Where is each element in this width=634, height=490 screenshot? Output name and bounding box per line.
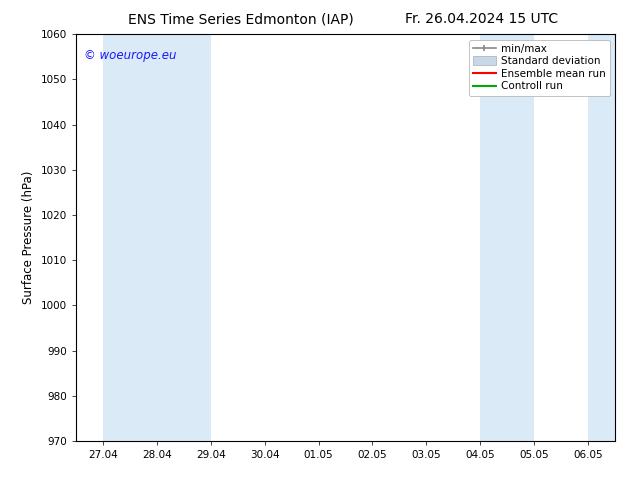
- Text: Fr. 26.04.2024 15 UTC: Fr. 26.04.2024 15 UTC: [405, 12, 559, 26]
- Bar: [481, 34, 534, 441]
- Text: © woeurope.eu: © woeurope.eu: [84, 49, 177, 62]
- Bar: [103, 34, 210, 441]
- Legend: min/max, Standard deviation, Ensemble mean run, Controll run: min/max, Standard deviation, Ensemble me…: [469, 40, 610, 96]
- Y-axis label: Surface Pressure (hPa): Surface Pressure (hPa): [22, 171, 36, 304]
- Bar: [588, 34, 615, 441]
- Text: ENS Time Series Edmonton (IAP): ENS Time Series Edmonton (IAP): [128, 12, 354, 26]
